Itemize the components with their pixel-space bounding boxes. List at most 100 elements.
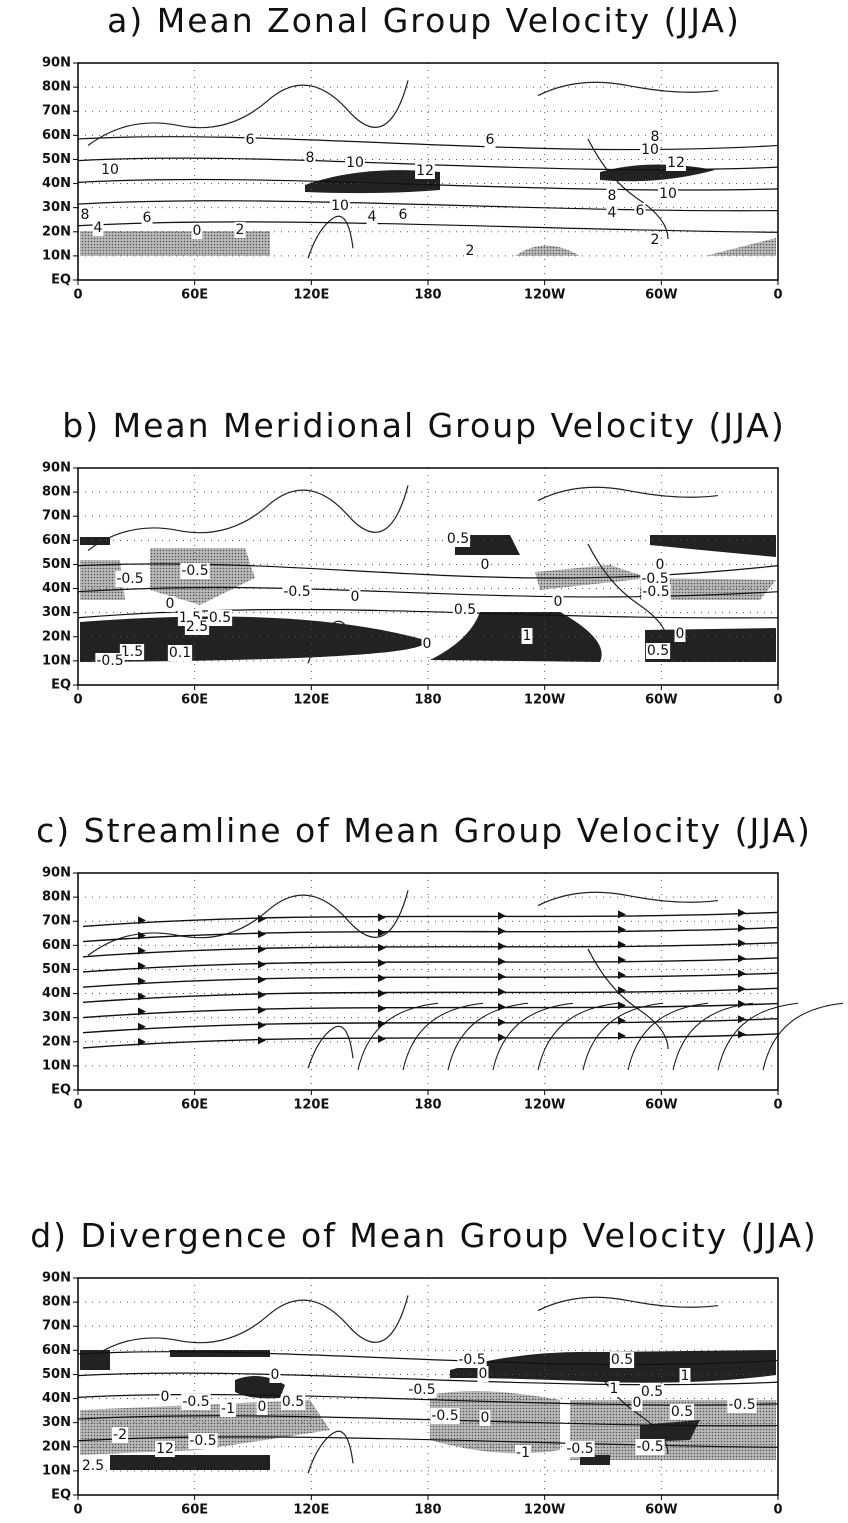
panel-title: c) Streamline of Mean Group Velocity (JJ… <box>36 811 812 850</box>
arrow <box>738 1015 746 1023</box>
x-tick-label: 0 <box>773 288 782 303</box>
x-tick-label: 120E <box>293 288 329 303</box>
contour-label: -0.5 <box>96 653 123 669</box>
figure: a) Mean Zonal Group Velocity (JJA)90N80N… <box>0 0 848 1523</box>
arrow <box>378 1005 386 1013</box>
contour-label: 0 <box>161 1389 170 1405</box>
x-tick-label: 120E <box>293 693 329 708</box>
x-tick-label: 60W <box>645 693 677 708</box>
contour-label: 10 <box>101 162 119 178</box>
x-tick-label: 0 <box>73 1503 82 1518</box>
arrow <box>498 988 506 996</box>
contour <box>78 222 778 232</box>
contour-label: 6 <box>399 207 408 223</box>
y-tick-label: 70N <box>42 1319 71 1334</box>
y-tick-label: EQ <box>51 273 71 288</box>
contour-label: 4 <box>368 209 377 225</box>
x-tick-label: 180 <box>414 693 441 708</box>
x-tick-label: 60E <box>181 1098 208 1113</box>
x-tick-label: 60E <box>181 1503 208 1518</box>
contour-label: 6 <box>246 132 255 148</box>
arrow <box>618 1032 626 1040</box>
y-tick-label: 50N <box>42 152 71 167</box>
contour-label: -0.5 <box>728 1397 755 1413</box>
x-tick-label: 120W <box>524 693 565 708</box>
x-tick-label: 60W <box>645 288 677 303</box>
panel-title: d) Divergence of Mean Group Velocity (JJ… <box>30 1216 818 1255</box>
x-tick-label: 120E <box>293 1503 329 1518</box>
x-tick-label: 60W <box>645 1503 677 1518</box>
y-tick-label: 10N <box>42 653 71 668</box>
arrow <box>738 924 746 932</box>
y-tick-label: 70N <box>42 914 71 929</box>
contour-label: -0.5 <box>189 1433 216 1449</box>
arrow <box>738 909 746 917</box>
y-tick-label: 40N <box>42 581 71 596</box>
contour-label: 2 <box>651 232 660 248</box>
arrow <box>498 912 506 920</box>
y-tick-label: 10N <box>42 1058 71 1073</box>
contour-label: 12 <box>667 155 685 171</box>
arrow <box>498 957 506 965</box>
y-tick-label: 60N <box>42 938 71 953</box>
arrow <box>378 989 386 997</box>
arrow <box>498 927 506 935</box>
x-tick-label: 120W <box>524 1098 565 1113</box>
x-tick-label: 120W <box>524 1503 565 1518</box>
streamline <box>538 1003 618 1070</box>
contour-label: 10 <box>641 142 659 158</box>
y-tick-label: 80N <box>42 485 71 500</box>
contour-label: 4 <box>608 205 617 221</box>
arrow <box>618 971 626 979</box>
contour-label: 2 <box>236 222 245 238</box>
y-tick-label: 50N <box>42 962 71 977</box>
streamline <box>83 1034 778 1048</box>
x-tick-label: 180 <box>414 288 441 303</box>
contour-label: 0 <box>351 589 360 605</box>
contour-label: 0 <box>271 1367 280 1383</box>
arrow <box>258 991 266 999</box>
contour-label: -0.5 <box>408 1382 435 1398</box>
contour-label: 1 <box>681 1368 690 1384</box>
y-tick-label: 90N <box>42 461 71 476</box>
arrow <box>618 926 626 934</box>
contour-label: 8 <box>306 150 315 166</box>
contour-label: 0.5 <box>611 1352 633 1368</box>
contour-label: 0 <box>633 1395 642 1411</box>
x-tick-label: 0 <box>73 288 82 303</box>
y-tick-label: 20N <box>42 1439 71 1454</box>
contour-label: -0.5 <box>642 584 669 600</box>
arrow <box>738 939 746 947</box>
y-tick-label: 10N <box>42 248 71 263</box>
streamline <box>718 1003 798 1070</box>
streamline <box>493 1003 573 1070</box>
arrow <box>258 1036 266 1044</box>
y-tick-label: 90N <box>42 866 71 881</box>
contour-label: 2.5 <box>82 1458 104 1474</box>
contour-label: -0.5 <box>182 1394 209 1410</box>
contour-label: 10 <box>331 198 349 214</box>
arrow <box>738 1030 746 1038</box>
arrow <box>738 985 746 993</box>
contour-label: 0.5 <box>647 643 669 659</box>
contour-label: 4 <box>94 220 103 236</box>
x-tick-label: 60W <box>645 1098 677 1113</box>
contour-label: 2.5 <box>186 619 208 635</box>
contour-label: 0 <box>423 636 432 652</box>
y-tick-label: 80N <box>42 1295 71 1310</box>
arrow <box>258 945 266 953</box>
x-tick-label: 120E <box>293 1098 329 1113</box>
arrow <box>258 1006 266 1014</box>
contour-label: 0 <box>554 594 563 610</box>
contour-label: 6 <box>486 132 495 148</box>
contour-label: 0 <box>481 557 490 573</box>
contour-label: 0 <box>676 626 685 642</box>
contour-label: 0.5 <box>454 602 476 618</box>
contour-label: -1 <box>221 1401 235 1417</box>
y-tick-label: 30N <box>42 1010 71 1025</box>
contour-label: 2 <box>466 243 475 259</box>
contour-label: -1 <box>516 1445 530 1461</box>
y-tick-label: 80N <box>42 80 71 95</box>
y-tick-label: 50N <box>42 557 71 572</box>
contour-label: 0 <box>479 1366 488 1382</box>
